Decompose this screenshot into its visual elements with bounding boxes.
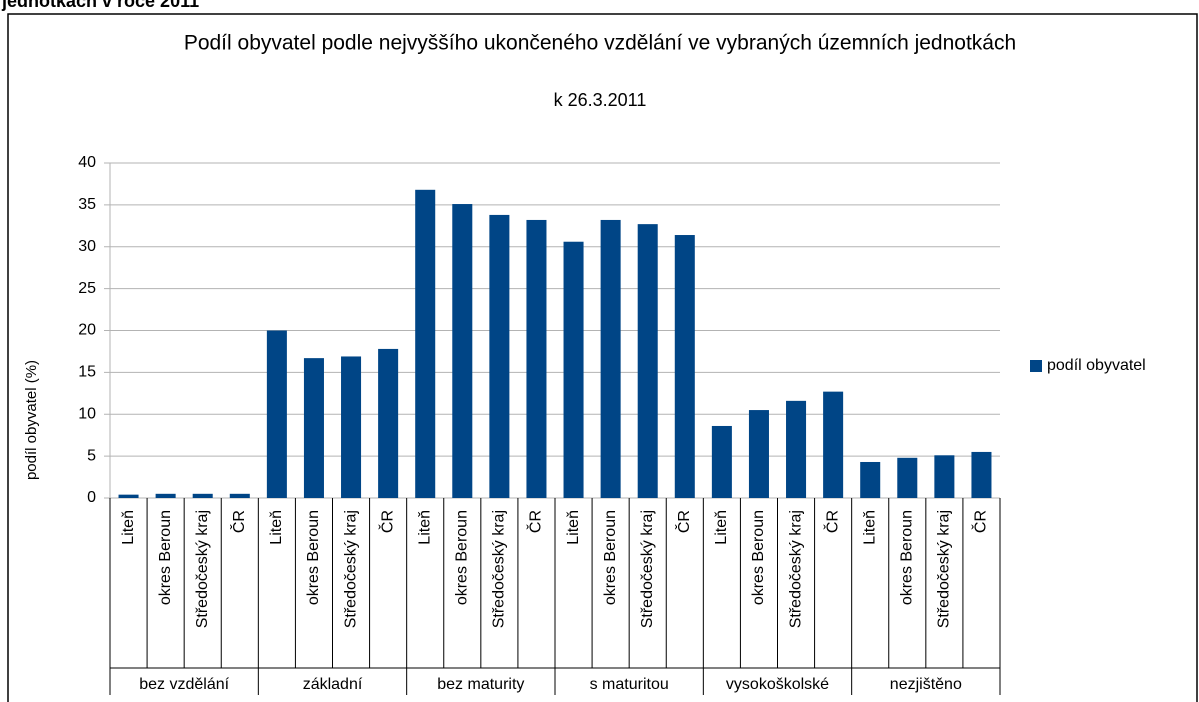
group-label: nezjištěno [890, 676, 962, 693]
bar [341, 356, 362, 498]
x-tick-label: okres Beroun [305, 510, 322, 605]
bar [600, 219, 621, 498]
bar [266, 330, 287, 498]
bar [674, 235, 695, 498]
bar [303, 358, 324, 498]
y-tick-label: 0 [87, 489, 96, 506]
x-tick-label: Středočeský kraj [787, 510, 804, 628]
bar [452, 204, 473, 498]
x-tick-label: Liteň [713, 510, 730, 545]
bar [934, 455, 955, 498]
x-tick-label: ČR [377, 510, 396, 533]
bar [229, 493, 250, 498]
x-tick-label: ČR [971, 510, 990, 533]
y-tick-label: 30 [78, 238, 96, 255]
bar [637, 224, 658, 498]
chart-frame [7, 13, 1198, 702]
bar [860, 461, 881, 498]
x-tick-label: okres Beroun [899, 510, 916, 605]
x-tick-label: Liteň [416, 510, 433, 545]
x-tick-label: Liteň [565, 510, 582, 545]
y-tick-label: 20 [78, 322, 96, 339]
x-tick-label: Středočeský kraj [342, 510, 359, 628]
chart-title: Podíl obyvatel podle nejvyššího ukončené… [184, 32, 1016, 55]
group-label: s maturitou [590, 676, 669, 693]
legend-label: podíl obyvatel [1047, 357, 1146, 374]
bar [711, 425, 732, 498]
x-tick-label: Středočeský kraj [194, 510, 211, 628]
x-tick-label: okres Beroun [454, 510, 471, 605]
bar [192, 493, 213, 498]
bar [155, 493, 176, 498]
y-tick-label: 5 [87, 447, 96, 464]
y-tick-label: 35 [78, 196, 96, 213]
x-tick-label: Liteň [120, 510, 137, 545]
bar [118, 494, 139, 498]
group-label: bez vzdělání [139, 676, 229, 693]
bar [748, 410, 769, 498]
bar [526, 219, 547, 498]
y-tick-label: 10 [78, 405, 96, 422]
page-header: jednotkách v roce 2011 [1, 0, 199, 11]
x-tick-label: Středočeský kraj [936, 510, 953, 628]
group-label: bez maturity [437, 676, 524, 693]
x-tick-label: okres Beroun [157, 510, 174, 605]
y-tick-label: 40 [78, 154, 96, 171]
bar [378, 348, 399, 498]
group-label: základní [303, 676, 363, 693]
bar [823, 391, 844, 498]
bar [786, 400, 807, 498]
bar [897, 457, 918, 498]
chart-subtitle: k 26.3.2011 [554, 90, 647, 110]
group-label: vysokoškolské [726, 676, 829, 693]
y-tick-label: 15 [78, 364, 96, 381]
x-tick-label: okres Beroun [602, 510, 619, 605]
x-tick-label: Středočeský kraj [639, 510, 656, 628]
y-tick-label: 25 [78, 280, 96, 297]
x-tick-label: ČR [526, 510, 545, 533]
bar [563, 241, 584, 498]
x-tick-label: okres Beroun [750, 510, 767, 605]
x-tick-label: Liteň [861, 510, 878, 545]
x-tick-label: ČR [822, 510, 841, 533]
x-tick-label: ČR [674, 510, 693, 533]
bar [415, 189, 436, 499]
y-axis-label: podíl obyvatel (%) [23, 360, 40, 480]
legend-swatch [1030, 360, 1042, 372]
bar [971, 451, 992, 498]
x-tick-label: Středočeský kraj [491, 510, 508, 628]
x-tick-label: ČR [229, 510, 248, 533]
x-tick-label: Liteň [268, 510, 285, 545]
bar [489, 214, 510, 499]
